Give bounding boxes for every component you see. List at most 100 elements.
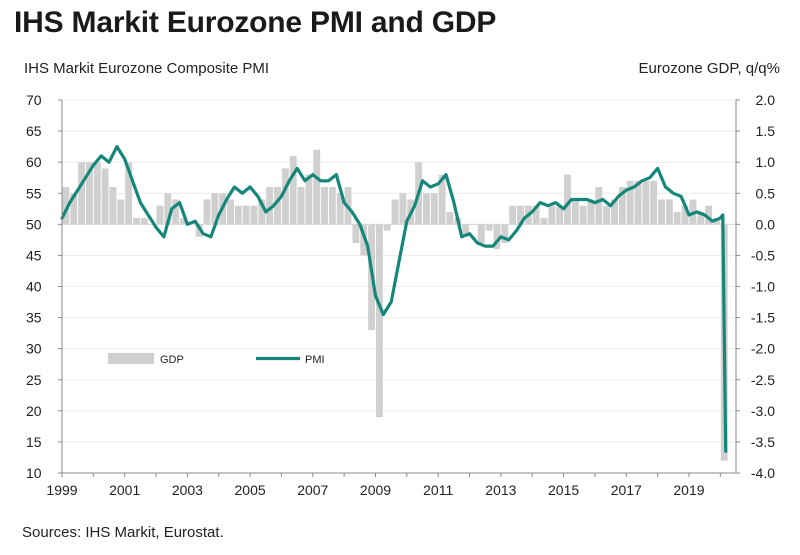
left-tick-label: 70 xyxy=(26,92,42,108)
gdp-bar xyxy=(556,205,564,225)
gdp-bar xyxy=(391,199,399,225)
gdp-bar xyxy=(164,193,172,225)
gdp-bar xyxy=(289,155,297,225)
legend-gdp-label: GDP xyxy=(160,354,184,366)
right-tick-label: -3.0 xyxy=(751,403,775,419)
gdp-bar xyxy=(242,205,250,225)
gdp-bar xyxy=(125,162,133,225)
x-tick-label: 2001 xyxy=(109,482,140,498)
gdp-bar xyxy=(203,199,211,225)
right-tick-label: -0.5 xyxy=(751,247,775,263)
gdp-bar xyxy=(438,174,446,225)
gdp-bar xyxy=(305,174,313,225)
pmi-line xyxy=(60,145,728,453)
gdp-bar xyxy=(78,162,86,225)
gdp-bar xyxy=(93,162,101,225)
right-tick-label: 0.5 xyxy=(756,185,776,201)
x-tick-label: 2005 xyxy=(235,482,266,498)
gdp-bar xyxy=(360,224,368,256)
gdp-bar xyxy=(352,224,360,243)
gdp-bar xyxy=(705,205,713,225)
gdp-bar xyxy=(548,205,556,225)
right-tick-label: 2.0 xyxy=(756,92,776,108)
gdp-bar xyxy=(195,224,203,237)
right-tick-label: -3.5 xyxy=(751,434,775,450)
gdp-bar xyxy=(603,205,611,225)
gdp-bar xyxy=(681,205,689,225)
gdp-bar xyxy=(297,187,305,225)
gdp-bar xyxy=(642,180,650,225)
right-tick-label: 0.0 xyxy=(756,216,776,232)
right-tick-label: -1.0 xyxy=(751,279,775,295)
gdp-bar xyxy=(234,205,242,225)
gdp-bar xyxy=(579,205,587,225)
x-tick-label: 1999 xyxy=(46,482,77,498)
left-tick-label: 15 xyxy=(26,434,42,450)
gdp-bar xyxy=(172,199,180,225)
legend-gdp-swatch xyxy=(108,353,154,364)
gdp-bar xyxy=(328,187,336,225)
right-axis-title: Eurozone GDP, q/q% xyxy=(638,60,780,77)
x-tick-label: 2017 xyxy=(611,482,642,498)
right-tick-label: 1.5 xyxy=(756,123,776,139)
left-tick-label: 65 xyxy=(26,123,42,139)
right-tick-label: -4.0 xyxy=(751,465,775,481)
right-tick-label: -1.5 xyxy=(751,310,775,326)
right-tick-label: -2.0 xyxy=(751,341,775,357)
gdp-bar xyxy=(422,193,430,225)
x-tick-label: 2009 xyxy=(360,482,391,498)
gdp-bar xyxy=(62,187,70,225)
x-tick-label: 2015 xyxy=(548,482,579,498)
left-tick-label: 20 xyxy=(26,403,42,419)
gdp-bar xyxy=(266,187,274,225)
left-tick-label: 60 xyxy=(26,154,42,170)
gdp-bar xyxy=(611,199,618,225)
right-tick-label: -2.5 xyxy=(751,372,775,388)
gdp-bar xyxy=(477,224,485,243)
left-tick-label: 55 xyxy=(26,185,42,201)
gdp-bar xyxy=(313,149,321,225)
x-tick-label: 2011 xyxy=(423,482,453,498)
gdp-bar xyxy=(665,199,673,225)
gdp-bar xyxy=(446,211,454,225)
gdp-bar xyxy=(650,180,658,225)
gdp-bar xyxy=(595,187,603,225)
left-axis-ticks: 70 65 60 55 50 45 40 35 30 25 20 15 10 xyxy=(26,92,62,481)
x-tick-label: 2013 xyxy=(485,482,516,498)
chart-title: IHS Markit Eurozone PMI and GDP xyxy=(14,6,497,39)
gdp-bar xyxy=(658,199,665,225)
gdp-bar xyxy=(564,174,571,225)
x-tick-label: 2003 xyxy=(172,482,203,498)
x-tick-label: 2019 xyxy=(673,482,704,498)
gdp-bar xyxy=(211,193,219,225)
legend-pmi-label: PMI xyxy=(305,354,325,366)
gdp-bar xyxy=(462,224,470,237)
left-axis-title: IHS Markit Eurozone Composite PMI xyxy=(24,60,270,77)
gdp-bar xyxy=(250,205,258,225)
gdp-bar xyxy=(430,193,438,225)
gdp-bar xyxy=(227,199,234,225)
gdp-bar xyxy=(517,205,524,225)
gdp-bar xyxy=(485,224,493,231)
gdp-bar xyxy=(399,193,407,225)
gdp-bar xyxy=(85,162,93,225)
x-tick-label: 2007 xyxy=(297,482,328,498)
gdp-bar xyxy=(258,199,266,225)
left-tick-label: 50 xyxy=(26,216,42,232)
gdp-bars xyxy=(62,149,728,461)
legend: GDP PMI xyxy=(108,353,325,366)
left-tick-label: 30 xyxy=(26,341,42,357)
gdp-bar xyxy=(697,211,705,225)
gdp-bar xyxy=(180,218,187,225)
source-note: Sources: IHS Markit, Eurostat. xyxy=(22,524,224,541)
left-tick-label: 25 xyxy=(26,372,42,388)
right-tick-label: 1.0 xyxy=(756,154,776,170)
gdp-bar xyxy=(156,205,164,225)
gdp-bar xyxy=(383,224,391,231)
gdp-bar xyxy=(101,168,109,225)
gdp-bar xyxy=(509,205,517,225)
gdp-bar xyxy=(321,187,328,225)
left-tick-label: 45 xyxy=(26,247,42,263)
gdp-bar xyxy=(274,187,281,225)
